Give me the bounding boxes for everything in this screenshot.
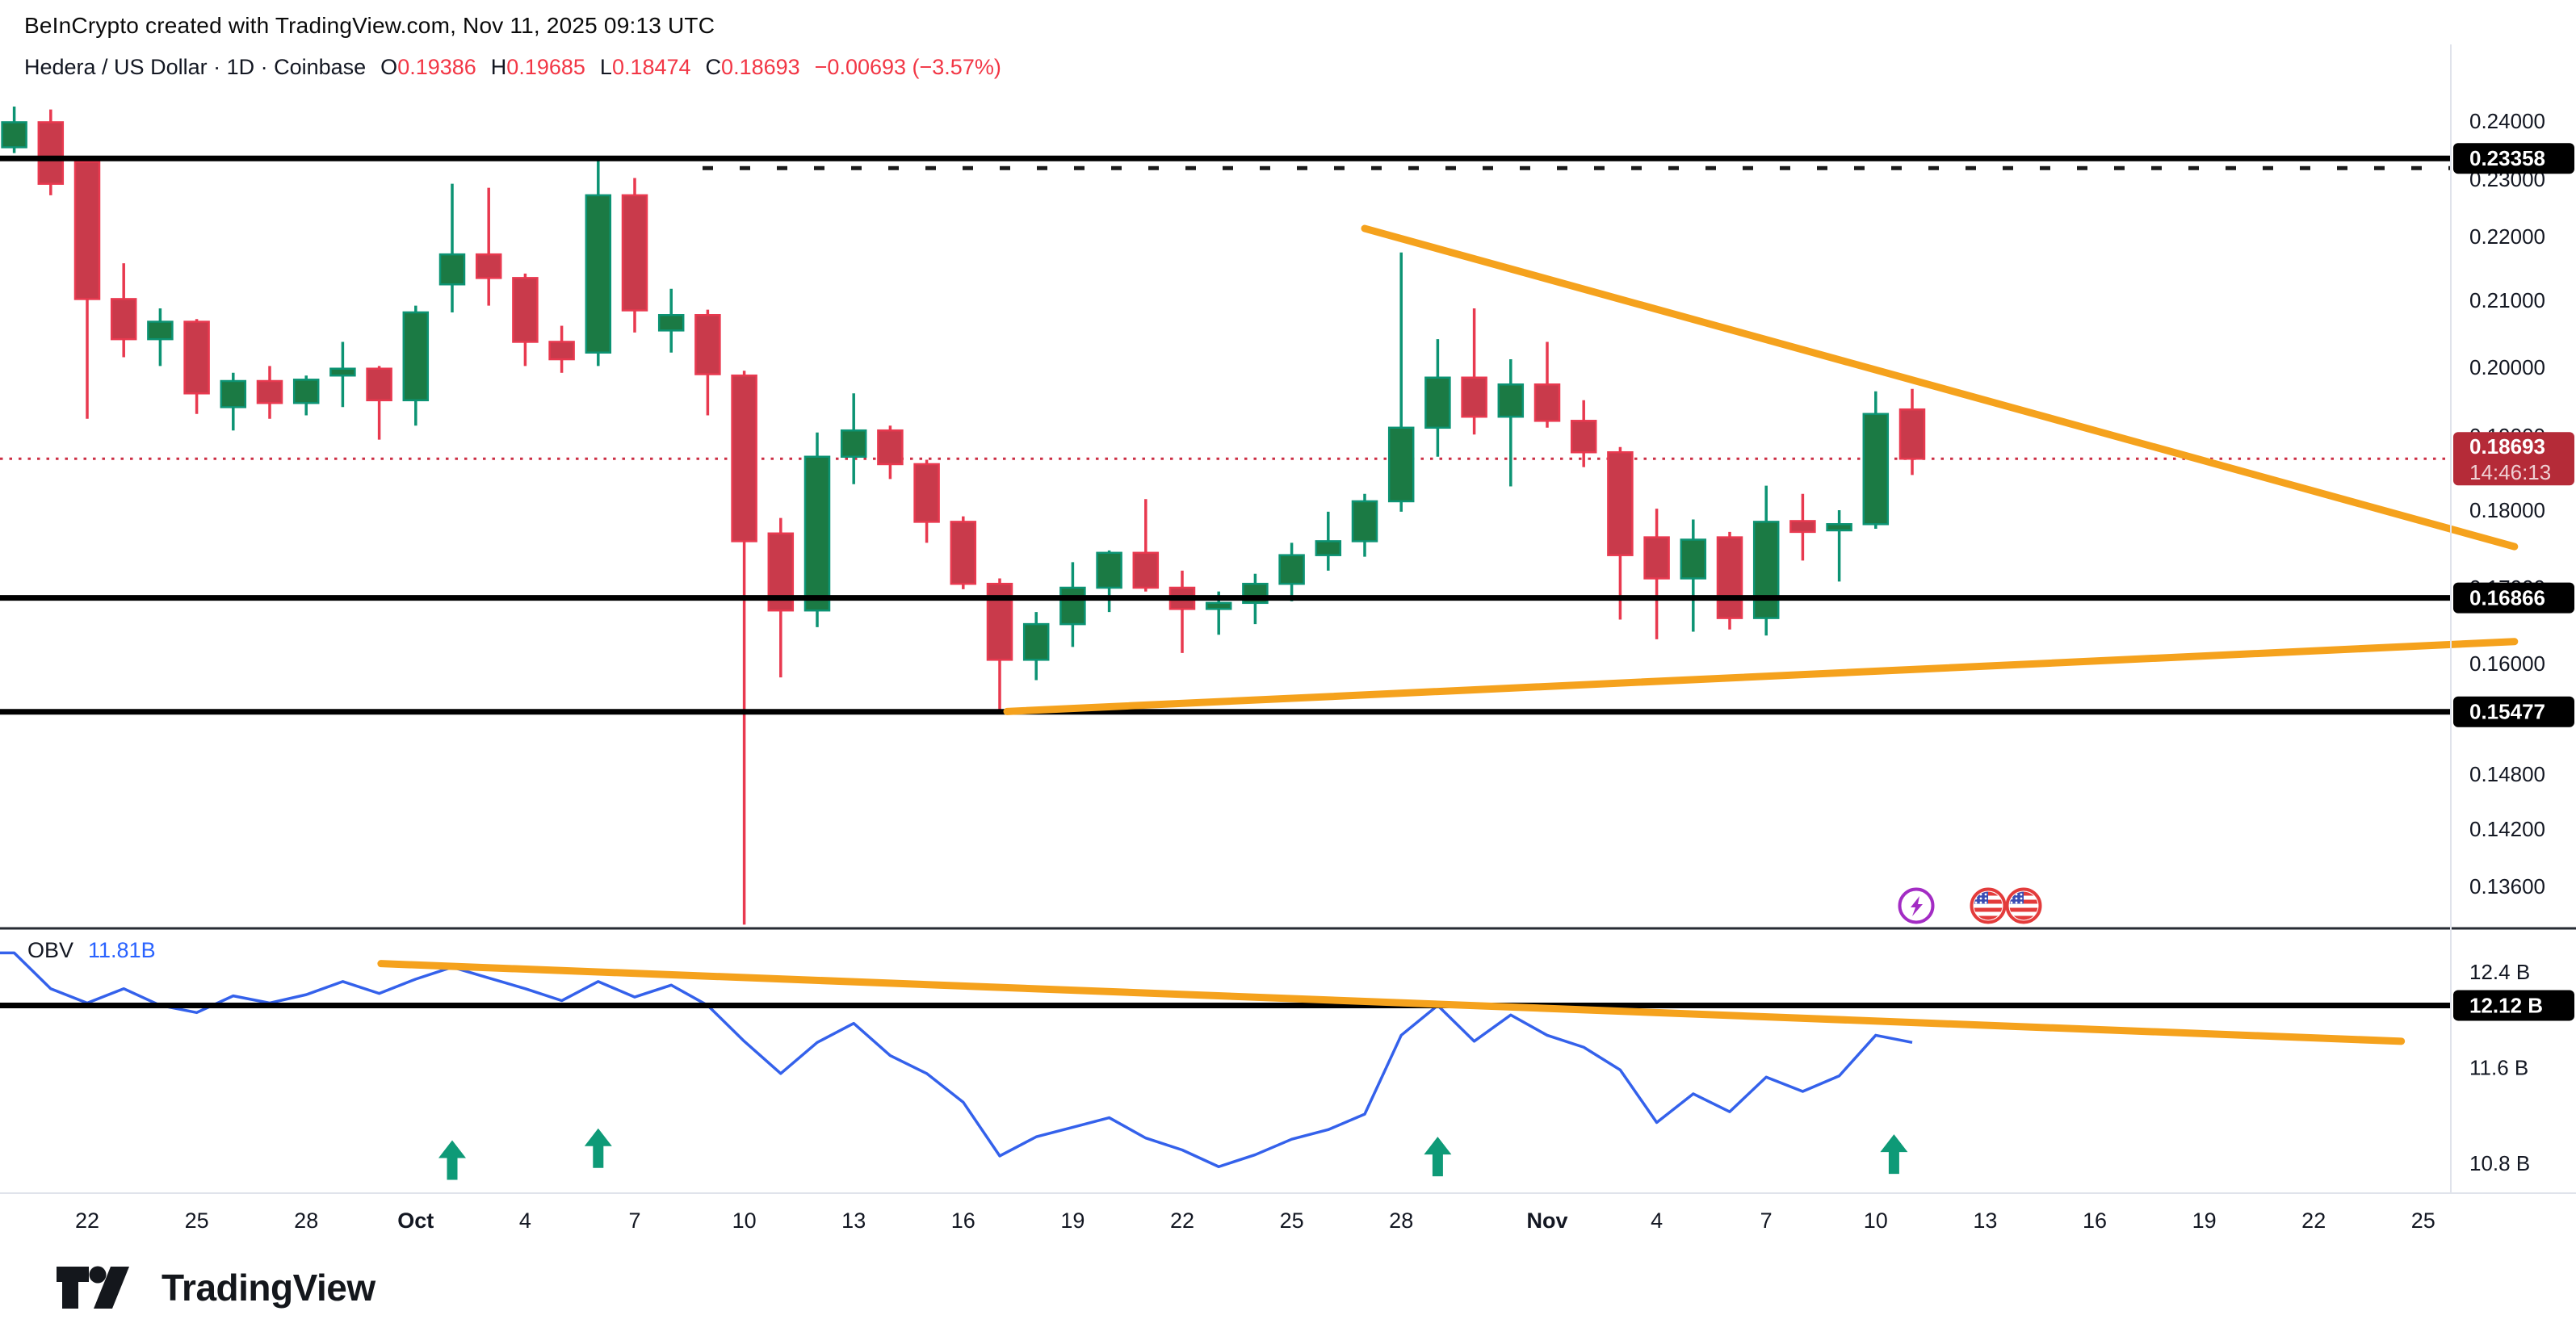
- close-value: 0.18693: [721, 55, 800, 79]
- svg-text:28: 28: [1389, 1208, 1413, 1233]
- tradingview-logo-glyph: [57, 1266, 129, 1309]
- obv-level-badge: [2453, 990, 2574, 1021]
- low-label: L0.18474: [599, 55, 691, 79]
- svg-text:14:46:13: 14:46:13: [2469, 460, 2551, 484]
- svg-text:0.21000: 0.21000: [2469, 288, 2545, 312]
- close-label: C0.18693: [705, 55, 800, 79]
- svg-text:0.22000: 0.22000: [2469, 224, 2545, 249]
- svg-text:22: 22: [1170, 1208, 1194, 1233]
- obv-label: OBV: [27, 938, 74, 962]
- svg-text:4: 4: [1651, 1208, 1663, 1233]
- svg-text:10: 10: [1864, 1208, 1888, 1233]
- symbol-legend[interactable]: Hedera / US Dollar · 1D · Coinbase O0.19…: [24, 55, 1001, 80]
- svg-text:22: 22: [75, 1208, 99, 1233]
- open-label: O0.19386: [380, 55, 476, 79]
- svg-text:25: 25: [1280, 1208, 1304, 1233]
- svg-text:0.16000: 0.16000: [2469, 651, 2545, 676]
- price-level-badge: [2453, 582, 2574, 614]
- time-axis[interactable]: 22 25 28 Oct 4 7 10 13 16 19 22 25 28 Nov 4 7 10 13 16 19 22…: [75, 1208, 2435, 1233]
- price-level-badge: [2453, 143, 2574, 174]
- tradingview-wordmark: TradingView: [162, 1267, 375, 1309]
- svg-text:16: 16: [951, 1208, 975, 1233]
- svg-text:4: 4: [519, 1208, 531, 1233]
- svg-text:25: 25: [2411, 1208, 2435, 1233]
- tradingview-logo: TradingView: [57, 1266, 375, 1309]
- svg-text:28: 28: [294, 1208, 318, 1233]
- svg-text:11.6 B: 11.6 B: [2469, 1055, 2528, 1079]
- svg-text:22: 22: [2301, 1208, 2326, 1233]
- svg-text:13: 13: [1973, 1208, 1997, 1233]
- svg-text:0.20000: 0.20000: [2469, 355, 2545, 379]
- svg-text:0.14800: 0.14800: [2469, 762, 2545, 786]
- svg-text:0.24000: 0.24000: [2469, 109, 2545, 133]
- candlestick-series: [1, 107, 1926, 925]
- descending-resistance: [1361, 224, 2519, 551]
- high-label: H0.19685: [490, 55, 585, 79]
- attribution-header: BeInCrypto created with TradingView.com,…: [24, 13, 715, 38]
- svg-text:0.23358: 0.23358: [2469, 146, 2545, 170]
- ascending-support: [1003, 638, 2519, 715]
- obv-indicator-legend[interactable]: OBV 11.81B: [27, 938, 156, 963]
- buy-signal-arrow: [1424, 1137, 1452, 1177]
- svg-text:0.13600: 0.13600: [2469, 874, 2545, 898]
- price-level-badge: [2453, 696, 2574, 727]
- svg-text:13: 13: [841, 1208, 866, 1233]
- event-icons[interactable]: [1898, 887, 2042, 924]
- buy-signal-arrow: [584, 1128, 612, 1168]
- low-value: 0.18474: [611, 55, 691, 79]
- svg-text:16: 16: [2083, 1208, 2107, 1233]
- svg-text:0.18000: 0.18000: [2469, 498, 2545, 522]
- svg-text:12.12 B: 12.12 B: [2469, 993, 2543, 1017]
- buy-signal-arrow: [1880, 1134, 1908, 1175]
- current-price-badge: [2453, 432, 2574, 486]
- svg-text:19: 19: [2192, 1208, 2217, 1233]
- svg-text:0.14200: 0.14200: [2469, 817, 2545, 841]
- svg-text:7: 7: [628, 1208, 640, 1233]
- symbol-title: Hedera / US Dollar · 1D · Coinbase: [24, 55, 367, 79]
- svg-text:25: 25: [185, 1208, 209, 1233]
- svg-text:12.4 B: 12.4 B: [2469, 960, 2530, 984]
- svg-text:19: 19: [1060, 1208, 1085, 1233]
- obv-current-value: 11.81B: [88, 938, 156, 962]
- price-axis[interactable]: 0.240000.230000.220000.210000.200000.190…: [2453, 109, 2574, 1175]
- svg-text:7: 7: [1760, 1208, 1773, 1233]
- high-value: 0.19685: [506, 55, 585, 79]
- obv-line: [0, 951, 1913, 1168]
- change-value: −0.00693 (−3.57%): [814, 55, 1001, 79]
- svg-text:Nov: Nov: [1526, 1208, 1567, 1233]
- svg-text:10: 10: [732, 1208, 757, 1233]
- buy-signal-arrow: [438, 1140, 466, 1180]
- svg-text:0.16866: 0.16866: [2469, 586, 2545, 610]
- svg-text:0.15477: 0.15477: [2469, 700, 2545, 724]
- svg-text:10.8 B: 10.8 B: [2469, 1151, 2530, 1175]
- svg-text:0.18693: 0.18693: [2469, 434, 2545, 459]
- svg-text:Oct: Oct: [397, 1208, 434, 1233]
- obv-trendline: [377, 960, 2406, 1045]
- open-value: 0.19386: [397, 55, 476, 79]
